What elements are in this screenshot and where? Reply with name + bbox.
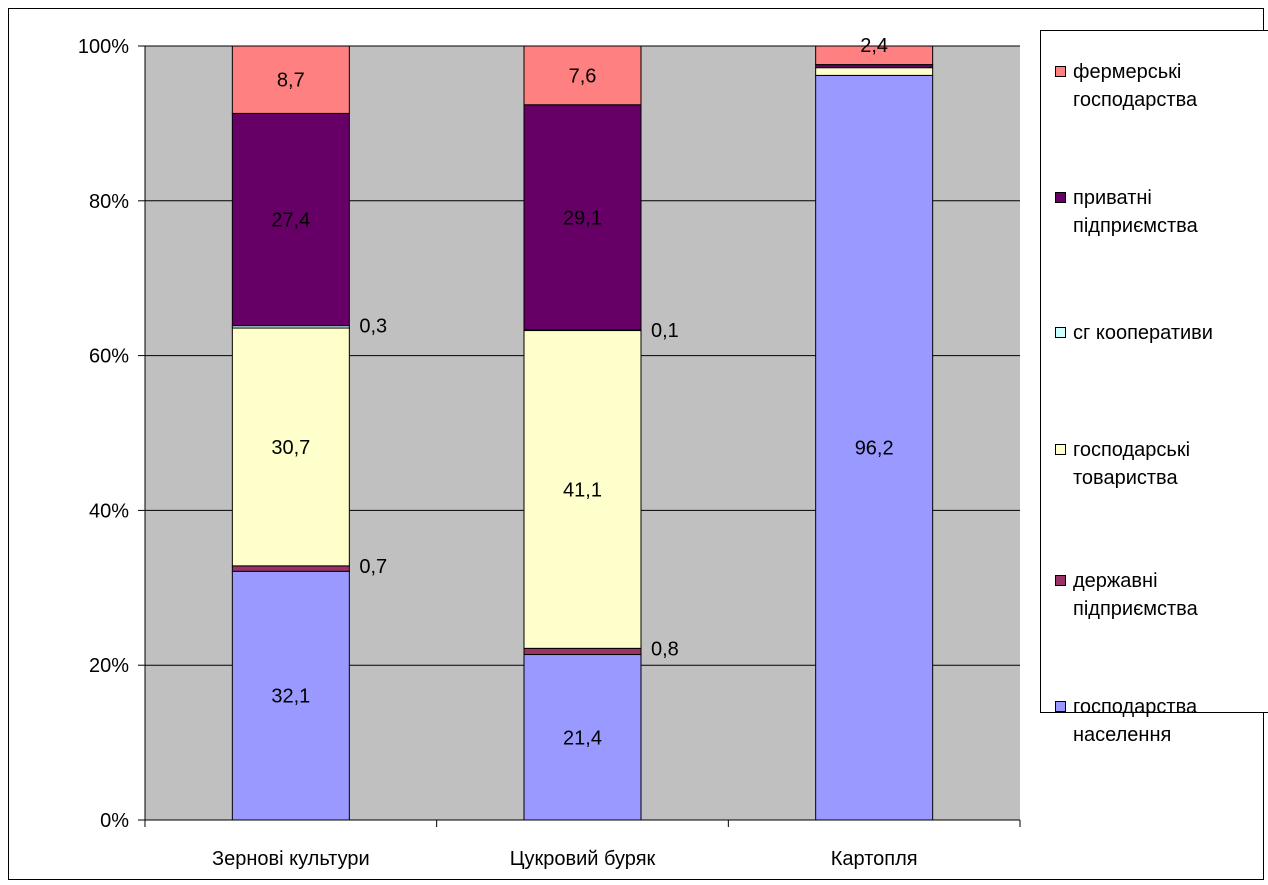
data-label: 0,1 [651,320,679,342]
bar-segment [815,74,934,821]
data-label: 2,4 [860,35,888,57]
data-label: 7,6 [569,65,597,87]
x-tick-label: Картопля [831,848,918,870]
data-label: 96,2 [855,438,894,460]
data-label: 0,3 [359,316,387,338]
legend-swatch [1055,66,1066,77]
data-label: 29,1 [563,207,602,229]
legend-swatch [1055,327,1066,338]
bar-segment [523,45,642,106]
data-label: 30,7 [271,437,310,459]
bar-segment [523,330,642,649]
y-tick-label: 20% [89,655,129,677]
data-label: 0,8 [651,638,679,660]
data-label: 41,1 [563,479,602,501]
bar-segment [523,654,642,821]
legend-label: приватні підприємства [1073,187,1198,237]
legend-swatch [1055,701,1066,712]
data-label: 8,7 [277,70,305,92]
legend: фермерські господарства приватні підприєм… [1040,30,1268,746]
y-tick-label: 60% [89,346,129,368]
bar-segment [231,565,350,572]
bar-segment [815,67,934,76]
bar-segment [231,112,350,327]
bar-segment [231,327,350,567]
legend-label: сг кооперативи [1073,322,1213,344]
data-label: 27,4 [271,210,310,232]
y-tick-label: 40% [89,500,129,522]
legend-label: державні підприємства [1073,570,1198,620]
y-tick-label: 80% [89,191,129,213]
y-tick-label: 0% [100,810,129,832]
data-label: 32,1 [271,686,310,708]
y-tick-label: 100% [78,36,129,58]
bar-segment [231,570,350,821]
legend-label: господарства населення [1073,696,1198,746]
x-tick-label: Зернові культури [212,848,370,870]
legend-label: господарські товариства [1073,439,1191,489]
bar-segment [231,45,350,114]
data-label: 21,4 [563,727,602,749]
bar-segment [523,104,642,331]
bar-segment [815,45,934,66]
legend-swatch [1055,192,1066,203]
legend-label: фермерські господарства [1073,61,1198,111]
bar-segment [523,647,642,656]
legend-swatch [1055,444,1066,455]
data-label: 0,7 [359,556,387,578]
legend-swatch [1055,575,1066,586]
x-tick-label: Цукровий буряк [510,848,656,870]
